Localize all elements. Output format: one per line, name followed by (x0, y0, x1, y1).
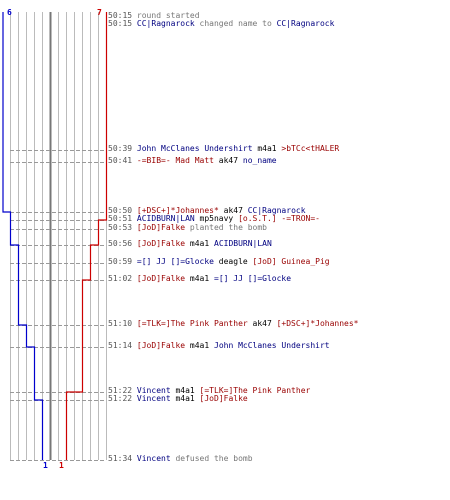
event-row: 51:22 Vincent m4a1 [=TLK=]The Pink Panth… (108, 386, 310, 395)
event-row: 50:59 =[] JJ []=Glocke deagle [JoD] Guin… (108, 257, 330, 266)
event-time: 51:02 (108, 274, 133, 283)
player-name: =[] JJ []=Glocke (214, 274, 292, 283)
event-time: 51:34 (108, 454, 133, 463)
player-name: [JoD]Falke (199, 394, 248, 403)
event-time: 50:15 (108, 11, 133, 20)
event-text: mp5navy (194, 214, 239, 223)
event-text: m4a1 (185, 274, 214, 283)
event-row: 50:51 ACIDBURN|LAN mp5navy [o.S.T.] -=TR… (108, 214, 320, 223)
event-row: 50:15 round started (108, 11, 200, 20)
red-team-alive-line (65, 12, 108, 460)
event-row: 50:15 CC|Ragnarock changed name to CC|Ra… (108, 19, 334, 28)
event-row: 51:02 [JoD]Falke m4a1 =[] JJ []=Glocke (108, 274, 291, 283)
event-time: 50:39 (108, 144, 133, 153)
player-name: >bTCc<tHALER (281, 144, 340, 153)
event-text: m4a1 (185, 239, 214, 248)
player-name: [+DSC+]*Johannes* (276, 319, 359, 328)
player-name: ACIDBURN|LAN (214, 239, 272, 248)
event-text: ak47 (247, 319, 277, 328)
event-time: 50:50 (108, 206, 133, 215)
player-name: =[] JJ []=Glocke (136, 257, 214, 266)
event-row: 50:53 [JoD]Falke planted the bomb (108, 223, 267, 232)
player-name: CC|Ragnarock (247, 206, 306, 215)
event-row: 50:50 [+DSC+]*Johannes* ak47 CC|Ragnaroc… (108, 206, 306, 215)
event-time: 51:14 (108, 341, 133, 350)
event-time: 50:15 (108, 19, 133, 28)
event-text: changed name to (194, 19, 277, 28)
player-name: [=TLK=]The Pink Panther (199, 386, 311, 395)
event-text: m4a1 (170, 386, 200, 395)
player-name: Vincent (136, 454, 171, 463)
event-row: 50:56 [JoD]Falke m4a1 ACIDBURN|LAN (108, 239, 272, 248)
player-name: John McClanes Undershirt (136, 144, 253, 153)
event-row: 50:39 John McClanes Undershirt m4a1 >bTC… (108, 144, 339, 153)
player-name: [JoD] Guinea_Pig (252, 257, 330, 266)
event-text: m4a1 (185, 341, 214, 350)
player-name: CC|Ragnarock (136, 19, 195, 28)
event-text: round started (136, 11, 200, 20)
event-time: 51:22 (108, 386, 133, 395)
event-time: 51:22 (108, 394, 133, 403)
event-time: 51:10 (108, 319, 133, 328)
event-text: defused the bomb (170, 454, 253, 463)
player-name: no_name (242, 156, 277, 165)
event-text: planted the bomb (185, 223, 267, 232)
player-name: [o.S.T.] -=TRON=- (238, 214, 320, 223)
event-row: 51:34 Vincent defused the bomb (108, 454, 253, 463)
player-name: [+DSC+]*Johannes* (136, 206, 219, 215)
event-time: 50:51 (108, 214, 133, 223)
event-text: m4a1 (252, 144, 282, 153)
event-text: m4a1 (170, 394, 200, 403)
player-name: [JoD]Falke (136, 223, 186, 232)
event-time: 50:56 (108, 239, 133, 248)
red-team-end-count: 1 (59, 461, 64, 470)
red-team-start-count: 7 (97, 8, 102, 17)
player-name: Vincent (136, 386, 171, 395)
player-name: [JoD]Falke (136, 239, 186, 248)
blue-team-start-count: 6 (7, 8, 12, 17)
player-name: [JoD]Falke (136, 274, 186, 283)
event-time: 50:59 (108, 257, 133, 266)
event-text: ak47 (213, 156, 243, 165)
player-name: John McClanes Undershirt (214, 341, 330, 350)
event-row: 51:22 Vincent m4a1 [JoD]Falke (108, 394, 248, 403)
player-name: [=TLK=]The Pink Panther (136, 319, 248, 328)
event-row: 50:41 -=BIB=- Mad Matt ak47 no_name (108, 156, 277, 165)
player-name: [JoD]Falke (136, 341, 186, 350)
player-name: Vincent (136, 394, 171, 403)
event-text: ak47 (218, 206, 248, 215)
event-time: 50:53 (108, 223, 133, 232)
event-row: 51:14 [JoD]Falke m4a1 John McClanes Unde… (108, 341, 330, 350)
player-name: -=BIB=- Mad Matt (136, 156, 214, 165)
blue-team-alive-line (2, 12, 44, 460)
event-row: 51:10 [=TLK=]The Pink Panther ak47 [+DSC… (108, 319, 359, 328)
event-text: deagle (213, 257, 253, 266)
player-name: ACIDBURN|LAN (136, 214, 195, 223)
player-name: CC|Ragnarock (276, 19, 335, 28)
event-time: 50:41 (108, 156, 133, 165)
blue-team-end-count: 1 (43, 461, 48, 470)
